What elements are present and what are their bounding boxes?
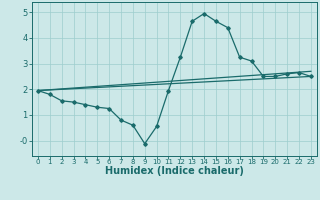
X-axis label: Humidex (Indice chaleur): Humidex (Indice chaleur) xyxy=(105,166,244,176)
